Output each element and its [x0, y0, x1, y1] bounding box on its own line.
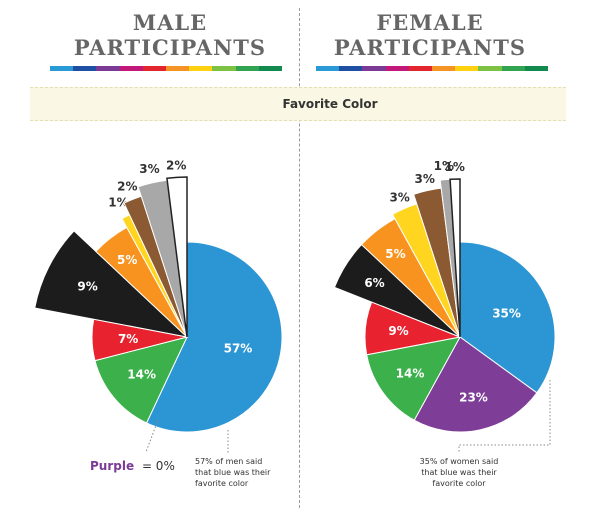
male-slice-label-white: 2% [166, 158, 186, 172]
female-slice-label-yellow: 3% [389, 191, 409, 205]
male-blue-note-line1: 57% of men said [195, 457, 262, 466]
female-slice-label-brown: 3% [414, 172, 434, 186]
male-pie-chart: 57%14%7%9%5%1%2%3% 2% [34, 158, 283, 433]
male-slice-black [34, 230, 189, 338]
male-title-line2: PARTICIPANTS [73, 35, 267, 60]
rainbow-segment [96, 66, 120, 71]
female-slice-label-blue: 35% [492, 306, 521, 320]
female-slice-label-black: 6% [364, 276, 384, 290]
female-panel-title: FEMALE PARTICIPANTS [300, 10, 560, 60]
male-panel-title: MALE PARTICIPANTS [40, 10, 300, 60]
male-slice-label-green: 14% [127, 368, 156, 382]
male-title-line1: MALE [132, 10, 208, 35]
female-title-line2: PARTICIPANTS [333, 35, 527, 60]
purple-note-word: Purple [90, 459, 134, 473]
female-title-line1: FEMALE [376, 10, 484, 35]
male-slice-label-orange: 5% [117, 253, 137, 267]
rainbow-segment [316, 66, 340, 71]
favorite-color-banner: Favorite Color [30, 87, 566, 121]
female-slice-label-gray: 1% [434, 159, 454, 173]
male-slice-label-black: 9% [77, 279, 97, 293]
rainbow-segment [258, 66, 283, 71]
male-purple-leader [145, 419, 159, 453]
male-slice-label-yellow: 1% [108, 195, 128, 209]
rainbow-segment [524, 66, 549, 71]
female-slice-label-white: 1% [444, 160, 464, 174]
rainbow-segment [73, 66, 97, 71]
female-slice-white [449, 178, 461, 338]
purple-note-value: = 0% [142, 459, 175, 473]
rainbow-segment [362, 66, 386, 71]
male-slice-green [94, 336, 188, 424]
female-blue-note-line1: 35% of women said [420, 457, 499, 466]
male-slice-label-brown: 2% [117, 179, 137, 193]
panel-divider [299, 8, 300, 508]
female-blue-leader [458, 380, 551, 452]
male-blue-note-line2: that blue was their [195, 468, 271, 477]
male-slice-label-gray: 3% [139, 162, 159, 176]
rainbow-segment [432, 66, 456, 71]
female-slice-label-red: 9% [388, 324, 408, 338]
rainbow-segment [235, 66, 259, 71]
rainbow-segment [455, 66, 479, 71]
rainbow-segment [385, 66, 409, 71]
male-purple-note: Purple = 0% [90, 459, 175, 473]
male-blue-note-line3: favorite color [195, 479, 249, 488]
banner-label: Favorite Color [210, 88, 450, 120]
male-rainbow-bar [50, 66, 283, 71]
rainbow-segment [189, 66, 213, 71]
rainbow-segment [478, 66, 502, 71]
female-slice-label-orange: 5% [385, 247, 405, 261]
rainbow-segment [119, 66, 143, 71]
male-slice-label-red: 7% [118, 332, 138, 346]
rainbow-segment [408, 66, 433, 71]
female-pie-chart: 35%23%14%9%6%5%3%3%1%1% [333, 159, 556, 433]
rainbow-segment [212, 66, 236, 71]
female-slice-green [366, 336, 461, 421]
female-slice-label-purple: 23% [459, 390, 488, 404]
female-rainbow-bar [316, 66, 549, 71]
rainbow-segment [142, 66, 167, 71]
female-slice-label-green: 14% [396, 366, 425, 380]
rainbow-segment [501, 66, 525, 71]
female-slice-purple [413, 336, 538, 433]
female-blue-note-line2: that blue was their [421, 468, 497, 477]
male-slice-label-blue: 57% [224, 341, 253, 355]
female-blue-note-line3: favorite color [432, 479, 486, 488]
male-slice-white [166, 176, 188, 338]
rainbow-segment [166, 66, 190, 71]
rainbow-segment [339, 66, 363, 71]
female-slice-blue [459, 241, 556, 394]
male-slice-blue [145, 241, 283, 433]
rainbow-segment [50, 66, 74, 71]
